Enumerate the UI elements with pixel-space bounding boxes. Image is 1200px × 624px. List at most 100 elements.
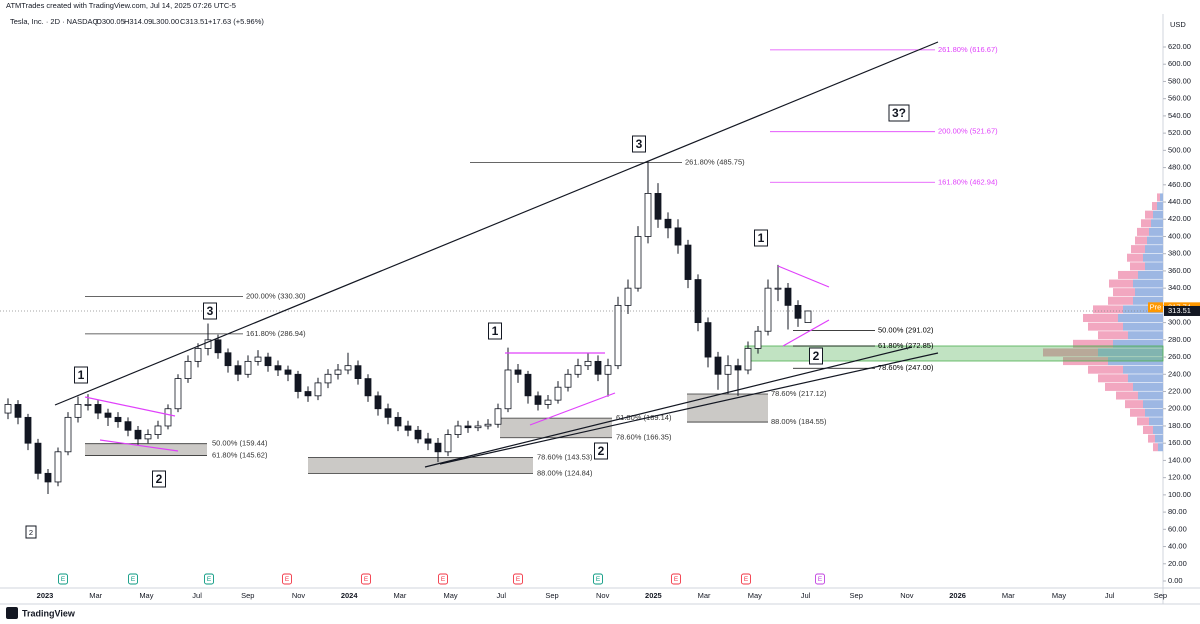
volume-up <box>1145 262 1163 271</box>
trend-line <box>424 346 913 468</box>
candle-body <box>444 434 452 453</box>
y-tick-label: 100.00 <box>1168 490 1191 499</box>
volume-up <box>1143 253 1163 262</box>
volume-down <box>1157 193 1160 202</box>
candle-body <box>434 442 442 453</box>
volume-down <box>1043 348 1098 357</box>
volume-down <box>1073 339 1113 348</box>
x-tick-label: May <box>748 591 762 600</box>
wave-box <box>809 347 823 365</box>
trend-line <box>439 352 939 465</box>
candle-body <box>794 304 802 319</box>
wave-label: 1 <box>78 368 85 382</box>
trend-line <box>529 392 616 426</box>
earnings-label: E <box>516 576 521 583</box>
candle-body <box>194 348 202 362</box>
candle-body <box>214 339 222 354</box>
earnings-marker <box>58 573 68 585</box>
volume-up <box>1133 296 1163 305</box>
volume-down <box>1137 227 1149 236</box>
plot: O300.05 H314.09 L300.00 C313.51 +17.63 (+5.9… <box>0 17 1200 600</box>
x-tick-label: Nov <box>596 591 610 600</box>
volume-down <box>1083 314 1118 323</box>
volume-up <box>1147 236 1163 245</box>
y-tick-label: 440.00 <box>1168 197 1191 206</box>
y-tick-label: 560.00 <box>1168 94 1191 103</box>
candle-body <box>94 404 102 414</box>
wave-label: 3? <box>892 106 906 120</box>
y-tick-label: 20.00 <box>1168 559 1187 568</box>
candle-body <box>74 404 82 418</box>
volume-up <box>1128 331 1163 340</box>
candle-body <box>34 442 42 474</box>
wave-label: 2 <box>813 349 820 363</box>
candle-body <box>594 360 602 375</box>
symbol-title: Tesla, Inc. · 2D · NASDAQ <box>10 17 99 26</box>
ohlc-legend: +17.63 (+5.96%) <box>208 17 264 26</box>
wave-label: 2 <box>29 528 33 537</box>
volume-up <box>1138 270 1163 279</box>
y-tick-label: 380.00 <box>1168 249 1191 258</box>
earnings-label: E <box>744 576 749 583</box>
candle-body <box>504 369 512 410</box>
trend-line <box>777 265 830 288</box>
earnings-label: E <box>596 576 601 583</box>
volume-down <box>1093 305 1123 314</box>
earnings-marker <box>282 573 292 585</box>
candle-body <box>364 378 372 397</box>
candle-body <box>404 425 412 431</box>
volume-up <box>1118 314 1163 323</box>
candle-body <box>604 365 612 375</box>
volume-down <box>1098 331 1128 340</box>
wave-box <box>25 525 37 539</box>
candle-body <box>684 244 692 280</box>
y-tick-label: 240.00 <box>1168 369 1191 378</box>
volume-up <box>1145 245 1163 254</box>
candle-body <box>234 365 242 375</box>
fib-label: 88.00% (184.55) <box>771 417 827 426</box>
volume-down <box>1098 374 1128 383</box>
candle-body <box>754 330 762 349</box>
y-tick-label: 600.00 <box>1168 59 1191 68</box>
volume-up <box>1143 400 1163 409</box>
ohlc-legend: C313.51 <box>180 17 208 26</box>
candle-body <box>764 287 772 332</box>
fib-zone <box>85 443 207 456</box>
candle-body <box>224 352 232 367</box>
y-tick-label: 120.00 <box>1168 473 1191 482</box>
y-tick-label: 200.00 <box>1168 404 1191 413</box>
fib-label: 161.80% (462.94) <box>938 177 998 186</box>
fib-label: 88.00% (124.84) <box>537 468 593 477</box>
candle-body <box>614 304 622 367</box>
candle-body <box>254 356 262 362</box>
wave-label: 1 <box>492 324 499 338</box>
candle-body <box>544 399 552 405</box>
pre-badge <box>1148 302 1163 313</box>
candle-body <box>344 365 352 371</box>
x-tick-label: Jul <box>192 591 202 600</box>
volume-down <box>1131 245 1145 254</box>
wave-label: 1 <box>758 231 765 245</box>
y-tick-label: 500.00 <box>1168 145 1191 154</box>
candle-body <box>564 373 572 388</box>
candle-body <box>694 279 702 324</box>
volume-down <box>1135 236 1147 245</box>
volume-up <box>1160 193 1163 202</box>
candle-body <box>734 365 742 371</box>
fib-label: 261.80% (485.75) <box>685 158 745 167</box>
y-tick-label: 340.00 <box>1168 283 1191 292</box>
wave-box <box>74 366 88 384</box>
candle-body <box>724 365 732 375</box>
y-tick-label: 180.00 <box>1168 421 1191 430</box>
x-tick-label: Nov <box>900 591 914 600</box>
candle-body <box>574 365 582 375</box>
y-tick-label: 400.00 <box>1168 231 1191 240</box>
volume-down <box>1109 279 1133 288</box>
volume-down <box>1125 400 1143 409</box>
wave-box <box>203 302 217 320</box>
candle-body <box>134 429 142 440</box>
x-tick-label: 2024 <box>341 591 359 600</box>
volume-up <box>1151 219 1163 228</box>
last-price-badge <box>1164 305 1200 316</box>
candle-body <box>304 391 312 397</box>
